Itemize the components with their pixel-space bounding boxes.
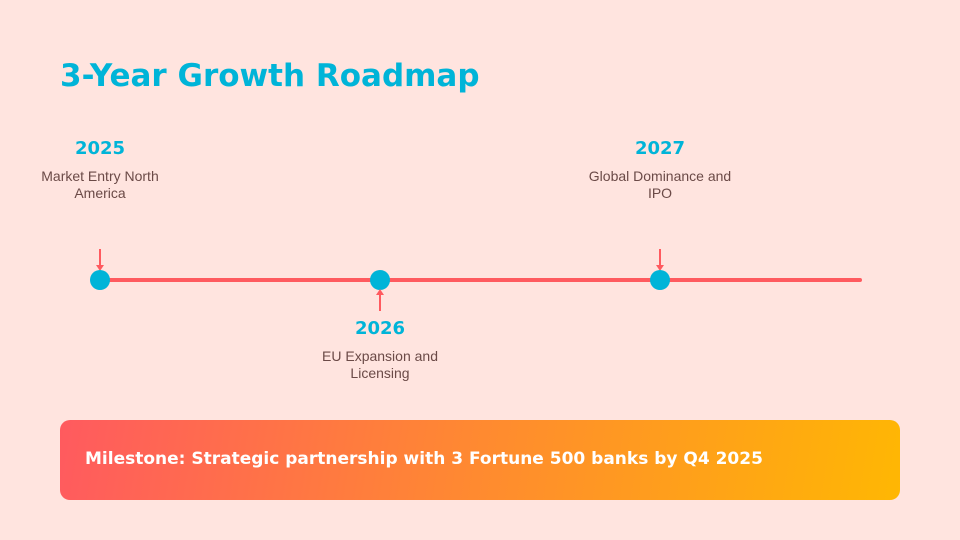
milestone-text: Milestone: Strategic partnership with 3 … [85, 449, 763, 469]
event-year: 2027 [634, 138, 686, 159]
event-label: EU Expansion and Licensing [322, 348, 438, 381]
event-year: 2025 [74, 138, 126, 159]
arrow-up-icon [376, 289, 384, 311]
arrow-down-icon [656, 249, 664, 271]
timeline-event-2025: 2025 Market Entry North America [10, 138, 190, 202]
page-title: 3-Year Growth Roadmap [60, 58, 480, 94]
timeline-dot-2026 [370, 270, 390, 290]
timeline-dot-2027 [650, 270, 670, 290]
milestone-banner: Milestone: Strategic partnership with 3 … [60, 420, 900, 500]
event-label: Global Dominance and IPO [588, 168, 732, 201]
timeline-event-2026: 2026 EU Expansion and Licensing [290, 318, 470, 382]
timeline-dot-2025 [90, 270, 110, 290]
arrow-down-icon [96, 249, 104, 271]
event-year: 2026 [354, 318, 406, 339]
timeline-line [100, 278, 862, 282]
timeline-event-2027: 2027 Global Dominance and IPO [570, 138, 750, 202]
event-label: Market Entry North America [41, 168, 159, 201]
